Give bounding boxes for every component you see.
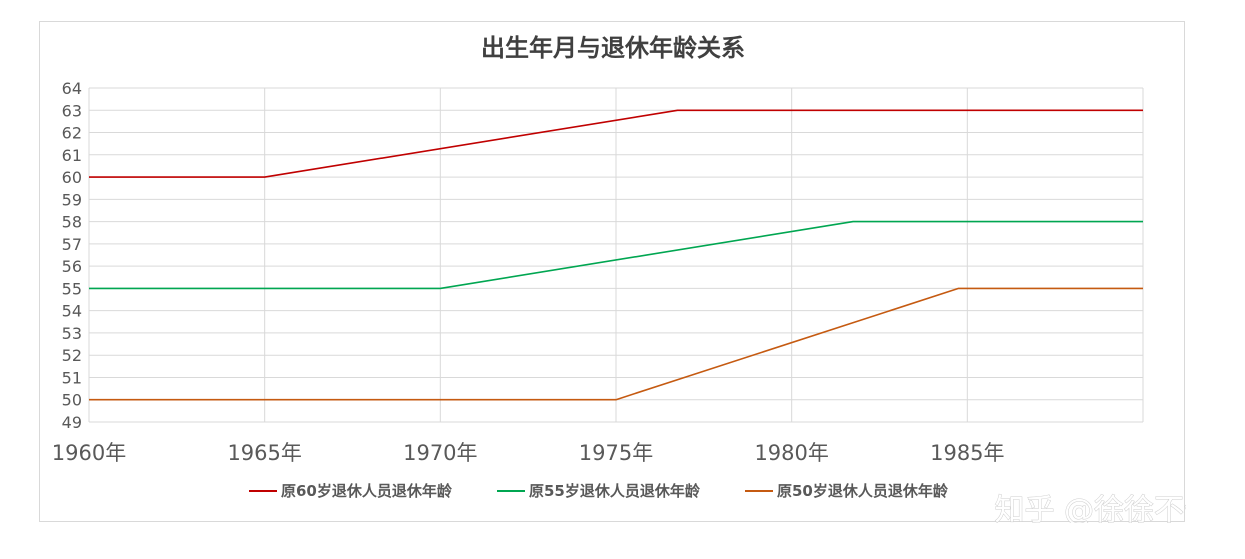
series-line-1 <box>89 109 1143 178</box>
y-tick-label: 51 <box>62 368 82 387</box>
y-tick-label: 49 <box>62 413 82 432</box>
legend-label: 原60岁退休人员退休年龄 <box>281 482 453 500</box>
y-tick-label: 61 <box>62 146 82 165</box>
grid <box>88 87 1144 423</box>
y-tick-label: 63 <box>62 101 82 120</box>
legend-label: 原50岁退休人员退休年龄 <box>777 482 949 500</box>
y-tick-label: 58 <box>62 213 82 232</box>
y-tick-label: 56 <box>62 257 82 276</box>
series-line-2 <box>89 220 1143 290</box>
x-tick-label: 1965年 <box>227 441 301 465</box>
y-tick-label: 53 <box>62 324 82 343</box>
x-tick-label: 1975年 <box>579 441 653 465</box>
legend-label: 原55岁退休人员退休年龄 <box>529 482 701 500</box>
y-tick-label: 59 <box>62 190 82 209</box>
watermark: 知乎 @徐徐不倦 <box>994 493 1186 523</box>
x-tick-label: 1985年 <box>930 441 1004 465</box>
legend: 原60岁退休人员退休年龄 原55岁退休人员退休年龄 原50岁退休人员退休年龄 <box>249 482 949 500</box>
y-tick-label: 54 <box>62 302 82 321</box>
line-chart: 出生年月与退休年龄关系 49 50 51 52 53 54 55 56 57 58 59 60 61 62… <box>52 33 1186 523</box>
series-line-3 <box>89 287 1143 401</box>
x-tick-label: 1960年 <box>52 441 126 465</box>
x-tick-label: 1970年 <box>403 441 477 465</box>
x-tick-label: 1980年 <box>754 441 828 465</box>
y-tick-label: 64 <box>62 79 82 98</box>
y-tick-label: 55 <box>62 279 82 298</box>
y-tick-label: 60 <box>62 168 82 187</box>
y-tick-label: 57 <box>62 235 82 254</box>
series-lines <box>89 109 1143 401</box>
chart-frame: 出生年月与退休年龄关系 49 50 51 52 53 54 55 56 57 58 59 60 61 62… <box>39 21 1186 523</box>
y-tick-label: 50 <box>62 391 82 410</box>
axes: 49 50 51 52 53 54 55 56 57 58 59 60 61 62 63 64 1960年 196… <box>52 79 1005 465</box>
y-tick-label: 62 <box>62 124 82 143</box>
chart-title: 出生年月与退休年龄关系 <box>481 33 745 62</box>
y-tick-label: 52 <box>62 346 82 365</box>
